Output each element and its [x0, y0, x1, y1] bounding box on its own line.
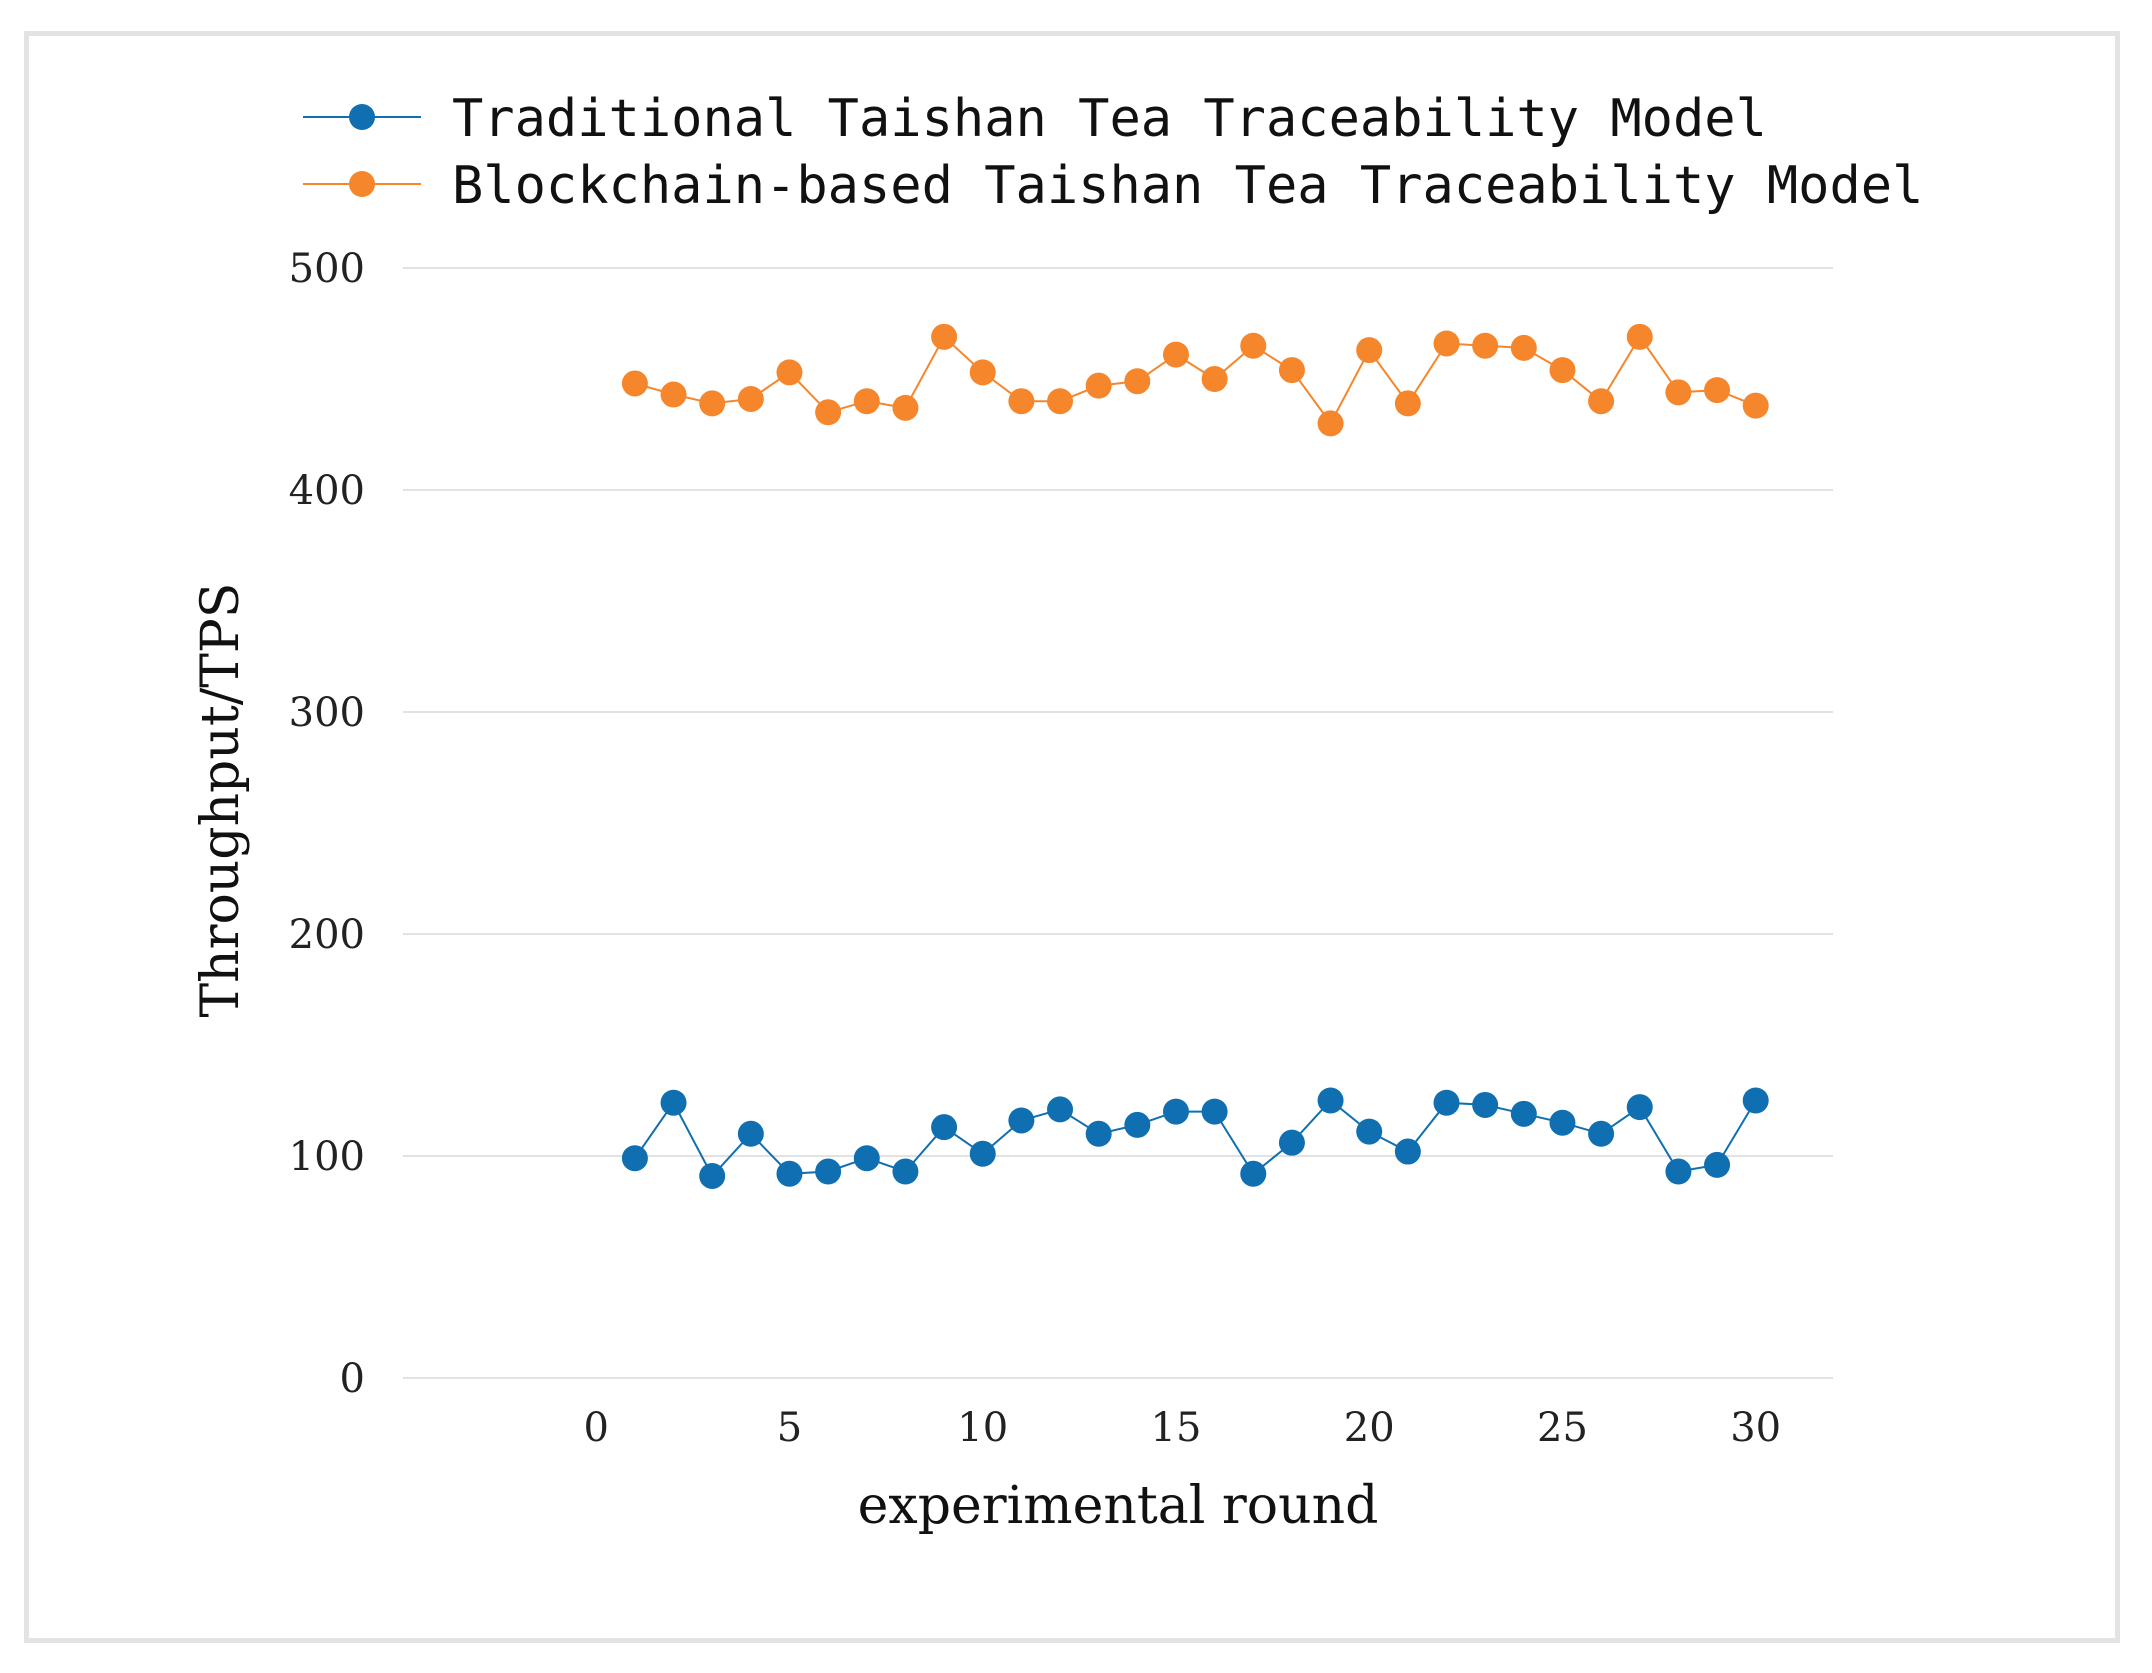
legend-marker-traditional	[349, 104, 375, 130]
data-point-s0-x18	[1278, 1129, 1305, 1156]
y-tick-label-100: 100	[289, 1134, 365, 1180]
y-tick-label-200: 200	[289, 912, 365, 958]
legend-label-blockchain: Blockchain-based Taishan Tea Traceabilit…	[452, 156, 1923, 216]
data-point-s1-x11	[1008, 388, 1035, 415]
data-point-s0-x7	[853, 1145, 880, 1172]
y-tick-label-300: 300	[289, 690, 365, 736]
series-line-0	[634, 1099, 1757, 1178]
chart-frame	[24, 31, 2120, 1643]
data-point-s0-x4	[737, 1120, 764, 1147]
data-point-s0-x21	[1394, 1138, 1421, 1165]
data-point-s1-x14	[1124, 368, 1151, 395]
y-tick-label-400: 400	[289, 468, 365, 514]
x-tick-label-10: 10	[957, 1405, 1008, 1451]
x-tick-label-25: 25	[1537, 1405, 1588, 1451]
series-line-1	[634, 334, 1757, 426]
data-point-s1-x16	[1201, 366, 1228, 392]
data-point-s0-x20	[1356, 1118, 1383, 1145]
x-tick-label-30: 30	[1730, 1405, 1781, 1451]
series-traditional	[621, 1087, 1769, 1189]
data-point-s1-x18	[1278, 357, 1305, 384]
data-point-s0-x24	[1510, 1100, 1537, 1127]
data-point-s0-x27	[1626, 1094, 1653, 1121]
data-point-s1-x3	[699, 390, 726, 417]
data-point-s0-x3	[699, 1162, 726, 1189]
data-point-s0-x19	[1317, 1087, 1344, 1114]
data-point-s0-x1	[621, 1145, 648, 1172]
data-point-s0-x5	[776, 1160, 803, 1187]
data-point-s1-x6	[815, 399, 842, 426]
data-point-s0-x30	[1742, 1087, 1769, 1114]
series-layer	[621, 323, 1769, 1189]
data-point-s0-x22	[1433, 1089, 1460, 1116]
data-point-s1-x7	[853, 388, 880, 415]
data-point-s0-x14	[1124, 1111, 1151, 1138]
x-tick-label-20: 20	[1344, 1405, 1395, 1451]
data-point-s0-x12	[1047, 1096, 1074, 1123]
data-point-s0-x10	[969, 1140, 996, 1167]
y-axis-title: Throughput/TPS	[191, 582, 251, 1017]
data-point-s1-x1	[621, 370, 648, 397]
data-point-s1-x26	[1588, 388, 1615, 415]
x-tick-label-0: 0	[584, 1405, 609, 1451]
data-point-s0-x8	[892, 1158, 919, 1185]
series-blockchain	[621, 323, 1769, 437]
data-point-s1-x22	[1433, 330, 1460, 357]
data-point-s1-x17	[1240, 332, 1267, 359]
data-point-s1-x19	[1317, 410, 1344, 437]
data-point-s1-x8	[892, 394, 919, 421]
data-point-s1-x4	[737, 385, 764, 412]
x-tick-label-15: 15	[1151, 1405, 1202, 1451]
data-point-s0-x23	[1472, 1091, 1499, 1118]
data-point-s1-x12	[1047, 388, 1074, 415]
data-point-s1-x15	[1162, 341, 1189, 368]
data-point-s1-x28	[1665, 379, 1692, 406]
data-point-s1-x9	[931, 323, 958, 350]
data-point-s0-x13	[1085, 1120, 1112, 1147]
data-point-s1-x23	[1472, 332, 1499, 359]
grid-lines	[403, 267, 1833, 1379]
data-point-s1-x2	[660, 381, 687, 408]
legend: Traditional Taishan Tea Traceability Mod…	[303, 89, 1923, 216]
data-point-s0-x15	[1162, 1098, 1189, 1125]
data-point-s0-x6	[815, 1158, 842, 1185]
x-axis-title: experimental round	[858, 1476, 1379, 1536]
data-point-s1-x25	[1549, 357, 1576, 384]
data-point-s0-x29	[1704, 1151, 1731, 1178]
data-point-s1-x10	[969, 359, 996, 386]
data-point-s0-x11	[1008, 1107, 1035, 1134]
legend-marker-blockchain	[349, 171, 375, 197]
data-point-s0-x17	[1240, 1160, 1267, 1187]
y-tick-label-500: 500	[289, 246, 365, 292]
data-point-s1-x21	[1394, 390, 1421, 417]
data-point-s1-x24	[1510, 334, 1537, 361]
data-point-s0-x25	[1549, 1109, 1576, 1136]
data-point-s0-x28	[1665, 1158, 1692, 1185]
data-point-s1-x20	[1356, 337, 1383, 364]
data-point-s1-x13	[1085, 372, 1112, 399]
data-point-s0-x9	[931, 1114, 958, 1141]
y-axis-ticks: 0 100 200 300 400 500	[289, 246, 365, 1402]
data-point-s1-x27	[1626, 323, 1653, 350]
legend-label-traditional: Traditional Taishan Tea Traceability Mod…	[452, 89, 1767, 149]
data-point-s1-x30	[1742, 392, 1769, 419]
x-tick-label-5: 5	[777, 1405, 802, 1451]
data-point-s0-x26	[1588, 1120, 1615, 1147]
data-point-s1-x5	[776, 359, 803, 386]
data-point-s0-x2	[660, 1089, 687, 1116]
data-point-s0-x16	[1201, 1098, 1228, 1125]
x-axis-ticks: 0 5 10 15 20 25 30	[584, 1405, 1782, 1451]
data-point-s1-x29	[1704, 377, 1731, 404]
y-tick-label-0: 0	[340, 1356, 365, 1402]
